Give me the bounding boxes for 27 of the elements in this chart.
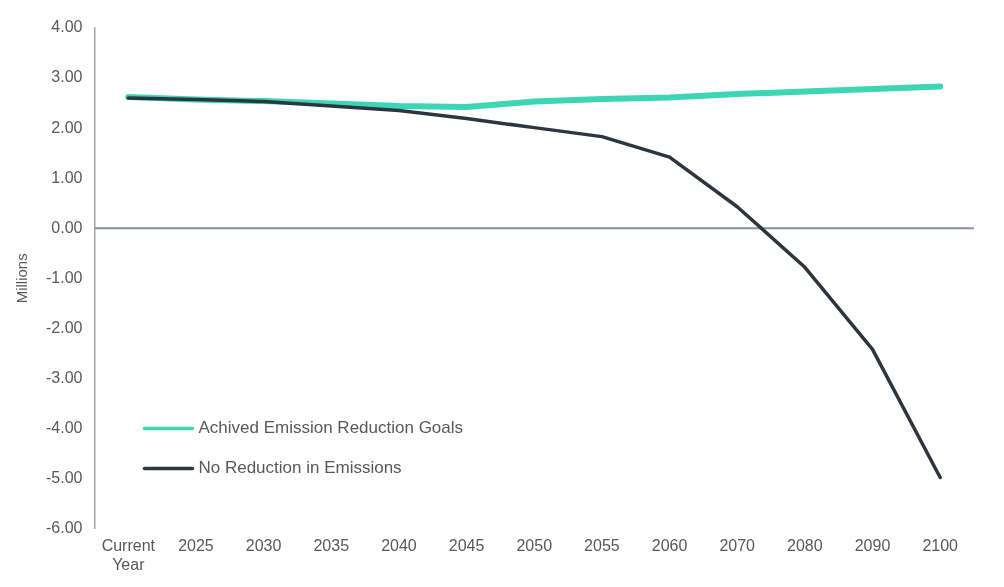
x-tick-label: 2040 bbox=[381, 536, 417, 554]
y-tick-label: -2.00 bbox=[46, 318, 83, 336]
x-tick-label: 2045 bbox=[448, 536, 485, 554]
y-tick-label: 3.00 bbox=[51, 68, 83, 86]
x-tick-label: 2070 bbox=[719, 536, 756, 554]
x-tick-label: 2090 bbox=[854, 536, 891, 554]
x-tick-label: 2055 bbox=[584, 536, 620, 554]
legend-label: Achived Emission Reduction Goals bbox=[198, 418, 464, 438]
x-tick-label: Current Year bbox=[101, 536, 156, 573]
x-tick-label: 2100 bbox=[922, 536, 959, 554]
x-tick-label: 2025 bbox=[178, 536, 214, 554]
x-tick-label: 2030 bbox=[245, 536, 282, 554]
y-tick-label: 0.00 bbox=[51, 218, 83, 236]
y-tick-label: 1.00 bbox=[51, 168, 83, 186]
x-tick-label: 2050 bbox=[516, 536, 553, 554]
legend-label: No Reduction in Emissions bbox=[198, 458, 402, 478]
y-axis-title: Millions bbox=[13, 253, 31, 304]
y-tick-label: 2.00 bbox=[51, 118, 83, 136]
x-tick-label: 2035 bbox=[313, 536, 350, 554]
y-tick-label: -3.00 bbox=[46, 368, 83, 386]
x-tick-label: 2060 bbox=[651, 536, 688, 554]
y-tick-label: -6.00 bbox=[46, 519, 83, 537]
y-tick-label: -4.00 bbox=[46, 418, 83, 436]
x-tick-label: 2080 bbox=[787, 536, 823, 554]
y-tick-label: -1.00 bbox=[46, 268, 83, 286]
y-tick-label: -5.00 bbox=[46, 468, 83, 486]
y-tick-label: 4.00 bbox=[51, 18, 83, 36]
